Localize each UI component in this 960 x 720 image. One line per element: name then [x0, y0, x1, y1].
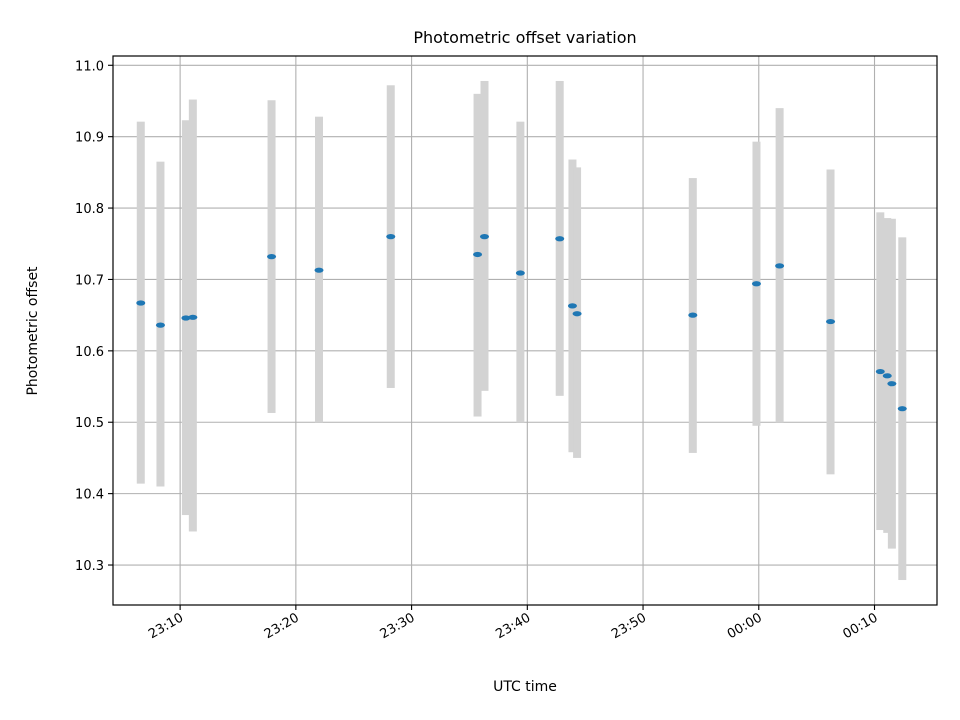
y-tick-label: 10.5: [75, 416, 104, 431]
data-point: [155, 322, 165, 328]
y-axis-label: Photometric offset: [25, 266, 41, 396]
data-point: [875, 368, 885, 375]
data-point: [887, 381, 897, 387]
data-point: [479, 234, 489, 240]
data-point: [688, 312, 698, 318]
data-point: [751, 281, 761, 287]
data-point: [515, 270, 525, 276]
y-tick-label: 10.6: [75, 345, 104, 360]
data-point: [188, 314, 198, 320]
data-point: [572, 311, 582, 317]
data-points: [136, 234, 907, 412]
data-point: [897, 406, 907, 412]
data-point: [882, 373, 892, 379]
grid: [113, 56, 937, 605]
y-tick-label: 10.4: [75, 488, 104, 503]
data-point: [386, 234, 396, 240]
y-tick-label: 10.8: [75, 202, 104, 217]
y-tick-label: 10.3: [75, 559, 104, 574]
y-tick-label: 11.0: [75, 59, 104, 74]
plot-area: [113, 56, 937, 605]
data-point: [314, 267, 324, 273]
y-axis-ticks: 10.3 10.4 10.5 10.6 10.7 10.8 10.9 11.0: [75, 59, 113, 574]
data-point: [267, 254, 277, 260]
data-point: [181, 315, 191, 321]
data-point: [567, 303, 577, 309]
y-tick-label: 10.7: [75, 273, 104, 288]
plot-frame: [112, 55, 938, 606]
data-point: [826, 318, 836, 325]
data-point: [473, 251, 483, 258]
data-point: [136, 300, 146, 306]
y-tick-label: 10.9: [75, 131, 104, 146]
x-axis-label: UTC time: [493, 679, 557, 695]
chart-title: Photometric offset variation: [413, 28, 636, 47]
data-point: [775, 263, 785, 269]
data-point: [555, 236, 565, 242]
